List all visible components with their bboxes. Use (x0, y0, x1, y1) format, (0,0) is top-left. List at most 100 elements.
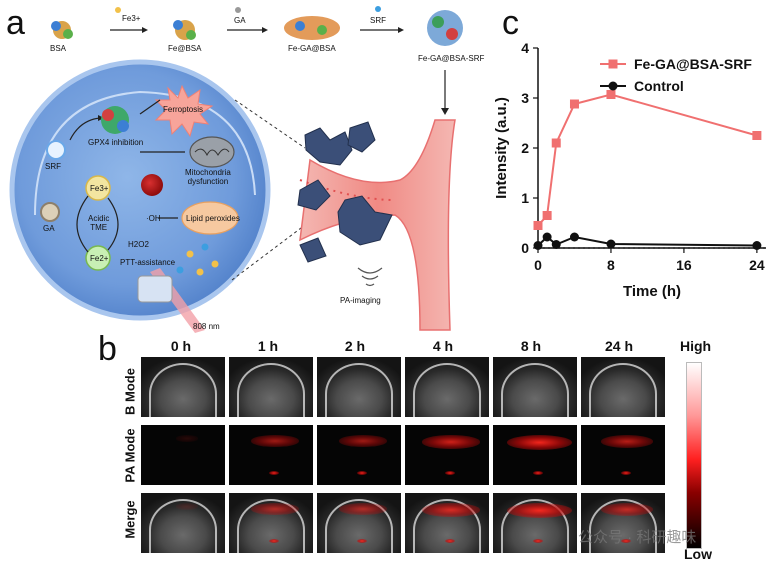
label-pa-imaging: PA-imaging (340, 296, 381, 305)
merge-tile (493, 493, 577, 553)
cell-label-ptt: PTT-assistance (120, 258, 176, 267)
arrow-label-srf: SRF (370, 16, 386, 25)
scale-high: High (680, 338, 712, 354)
pa-signal (269, 539, 279, 543)
synthesis-step-fe-bsa (173, 20, 196, 40)
protein-icon (101, 106, 129, 134)
panel-label-c: c (502, 4, 519, 42)
color-scale-bar (686, 362, 702, 549)
bmode-tile (317, 357, 401, 417)
col-24h: 24 h (604, 338, 633, 354)
cell-label-ferroptosis: Ferroptosis (163, 105, 204, 114)
pa-signal (621, 471, 631, 475)
merge-tile (141, 493, 225, 553)
label-bsa: BSA (50, 44, 67, 53)
pa-signal (600, 503, 654, 516)
cell-circle (9, 59, 271, 321)
arrow-label-ga: GA (234, 16, 246, 25)
watermark: 公众号 · 科研趣味 (578, 529, 697, 546)
legend-marker (608, 81, 618, 91)
cell-label-lipid: Lipid peroxides (186, 214, 240, 223)
data-point (542, 211, 552, 220)
scale-low: Low (684, 546, 712, 562)
cell-label-ga: GA (43, 224, 55, 233)
y-tick-label: 2 (521, 140, 529, 156)
panel-label-a: a (6, 4, 25, 42)
x-tick-label: 24 (749, 257, 765, 273)
data-point (606, 90, 616, 99)
y-tick-label: 4 (521, 40, 529, 56)
tumor-cluster (297, 121, 393, 263)
row-bmode: B Mode (122, 368, 138, 415)
pa-signal (422, 435, 480, 449)
pamode-tile (317, 425, 401, 485)
data-point (569, 99, 579, 109)
pamode-tile (493, 425, 577, 485)
legend-label: Control (634, 78, 684, 94)
ferroptosis-starburst (154, 84, 214, 138)
pa-signal (533, 471, 543, 475)
y-tick-label: 1 (521, 190, 529, 206)
bmode-tile (141, 357, 225, 417)
data-point (533, 241, 543, 250)
cell-label-fe2: Fe2+ (90, 254, 109, 263)
data-point (533, 221, 543, 230)
row-merge: Merge (122, 500, 138, 539)
pa-signal (506, 503, 572, 518)
merge-tile (581, 493, 665, 553)
series-line (537, 93, 758, 227)
cell-label-mito: Mitochondria dysfunction (185, 168, 231, 186)
pa-signal (357, 471, 367, 475)
pa-signal (445, 471, 455, 475)
row-pamode: PA Mode (122, 428, 138, 483)
pa-signal (175, 503, 199, 510)
cell-label-acidic: Acidic TME (88, 214, 110, 232)
bmode-tile (405, 357, 489, 417)
y-tick-label: 0 (521, 240, 529, 256)
data-point (569, 232, 579, 242)
pa-signal (251, 503, 299, 515)
pa-signal (339, 435, 387, 447)
legend-marker (608, 59, 618, 69)
pamode-tile (405, 425, 489, 485)
synthesis-step-fe-ga-bsa-srf (427, 10, 463, 46)
pa-signal (175, 435, 199, 442)
bmode-tile (493, 357, 577, 417)
col-2h: 2 h (344, 338, 366, 354)
pa-signal (506, 435, 572, 450)
intensity-chart: 0 1 2 3 4 0 8 16 24 Time (h) Intensity (a.u.) Fe-GA… (493, 40, 766, 300)
label-fe-bsa: Fe@BSA (168, 44, 202, 53)
y-axis-label: Intensity (a.u.) (493, 97, 510, 199)
red-ball (141, 174, 163, 196)
col-0h: 0 h (170, 338, 192, 354)
y-tick-label: 3 (521, 90, 529, 106)
data-point (551, 240, 561, 249)
pa-signal (339, 503, 387, 515)
schematic-diagram (9, 6, 463, 333)
col-4h: 4 h (432, 338, 454, 354)
cell-label-laser: 808 nm (193, 322, 220, 331)
data-point (606, 239, 616, 249)
data-point (542, 232, 552, 242)
arrow-label-fe: Fe3+ (122, 14, 141, 23)
merge-tile (405, 493, 489, 553)
col-8h: 8 h (520, 338, 542, 354)
pamode-tile (141, 425, 225, 485)
synthesis-step-bsa (51, 21, 73, 39)
pa-signal (269, 471, 279, 475)
pa-signal (621, 539, 631, 543)
data-point (752, 241, 762, 250)
pamode-tile (229, 425, 313, 485)
cell-label-h2o2: H2O2 (128, 240, 149, 249)
cell-label-oh: ·OH (146, 214, 161, 223)
mitochondria-icon (189, 136, 235, 168)
lipid-droplet (181, 201, 239, 235)
merge-tile (229, 493, 313, 553)
pamode-tile (581, 425, 665, 485)
cell-label-gpx4: GPX4 inhibition (88, 138, 144, 147)
data-point (551, 138, 561, 148)
cell-label-fe3: Fe3+ (90, 184, 109, 193)
pa-wave-icon (357, 267, 383, 287)
pa-signal (445, 539, 455, 543)
label-fe-ga-bsa: Fe-GA@BSA (288, 44, 336, 53)
